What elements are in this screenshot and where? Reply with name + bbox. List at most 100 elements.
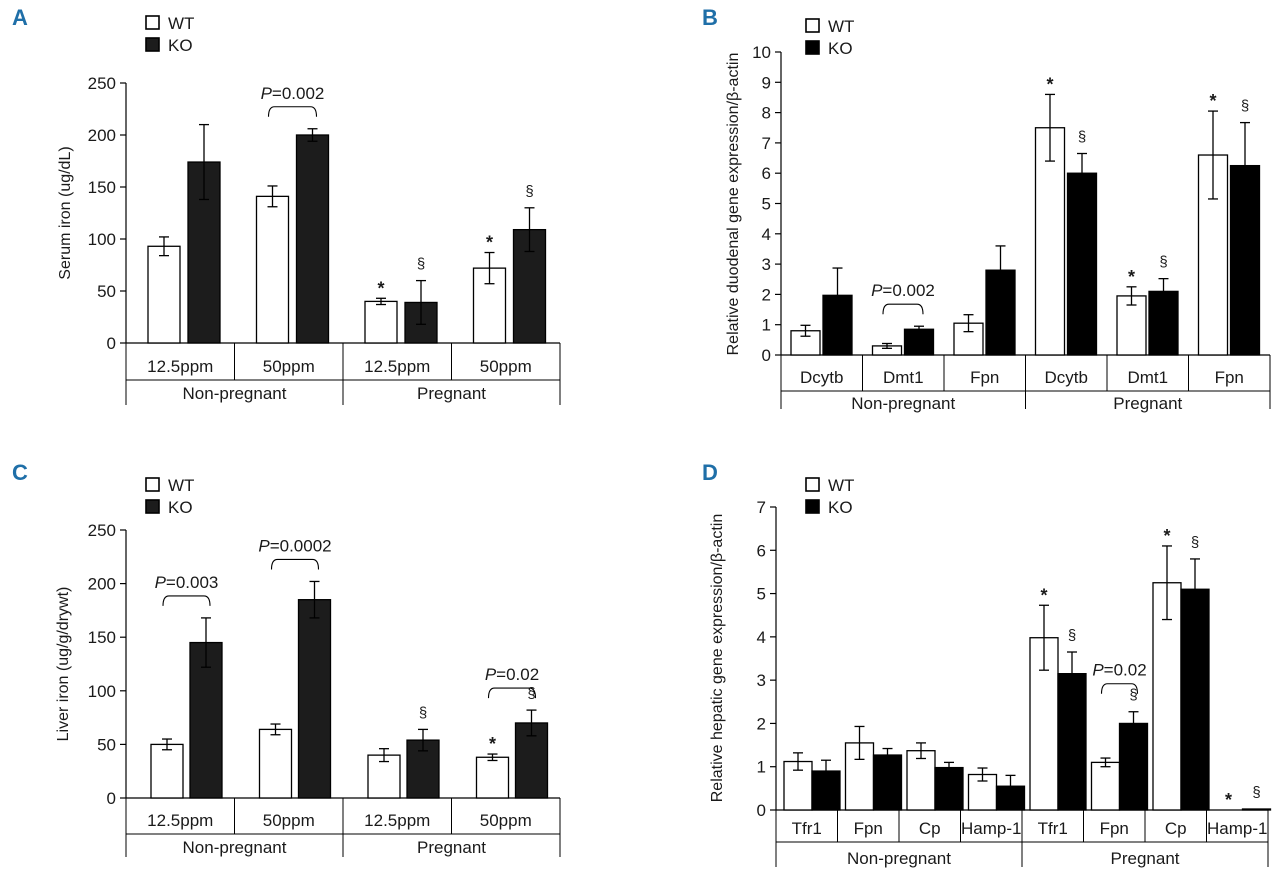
bar-ko <box>1118 722 1149 811</box>
legend-swatch-ko <box>805 40 820 55</box>
category-label: 12.5ppm <box>147 357 213 376</box>
y-tick-label: 100 <box>88 230 116 249</box>
bar-ko <box>934 766 964 811</box>
y-tick-label: 0 <box>757 801 766 820</box>
p-value-label: P=0.02 <box>1092 661 1146 680</box>
group-label: Non-pregnant <box>183 838 287 857</box>
category-label: Cp <box>1165 819 1187 838</box>
legend-label-wt: WT <box>168 476 194 495</box>
p-value-number: =0.002 <box>272 84 324 103</box>
legend-label-wt: WT <box>168 14 194 33</box>
category-label: Tfr1 <box>792 819 822 838</box>
y-axis-label: Relative duodenal gene expression/β-acti… <box>725 53 742 356</box>
significance-section: § <box>1252 784 1260 801</box>
category-label: 50ppm <box>480 811 532 830</box>
y-tick-label: 7 <box>757 498 766 517</box>
legend-swatch-ko <box>145 37 160 52</box>
y-tick-label: 250 <box>88 521 116 540</box>
significance-section: § <box>419 704 427 721</box>
bar-ko <box>189 641 223 799</box>
y-tick-label: 2 <box>757 714 766 733</box>
p-value-bracket <box>270 558 320 570</box>
p-value-label: P=0.02 <box>485 665 539 684</box>
category-label: Fpn <box>1215 368 1244 387</box>
category-label: 12.5ppm <box>364 811 430 830</box>
category-label: Cp <box>919 819 941 838</box>
p-value-bracket <box>882 303 924 315</box>
bar-wt <box>844 742 875 811</box>
significance-star: * <box>489 734 496 754</box>
p-value-number: =0.02 <box>496 665 539 684</box>
legend-swatch-wt <box>805 477 820 492</box>
panel-c: C WT KO Liver iron (ug/g/drywt) 0 50 100 150 200… <box>12 460 561 857</box>
significance-star: * <box>1163 526 1170 546</box>
y-tick-label: 50 <box>97 282 116 301</box>
significance-star: * <box>1225 790 1232 810</box>
p-value-label: P=0.003 <box>155 573 219 592</box>
panel-d: D WT KO Relative hepatic gene expression/β-… <box>702 460 1272 868</box>
legend-label-ko: KO <box>168 36 193 55</box>
y-tick-label: 4 <box>757 628 766 647</box>
group-label: Pregnant <box>1111 849 1180 868</box>
y-tick-label: 100 <box>88 682 116 701</box>
significance-star: * <box>486 233 493 253</box>
category-label: Dmt1 <box>883 368 924 387</box>
p-value-number: =0.003 <box>166 573 218 592</box>
bar-wt <box>1090 761 1121 811</box>
y-tick-label: 1 <box>757 758 766 777</box>
y-tick-label: 0 <box>107 334 116 353</box>
significance-star: * <box>1128 267 1135 287</box>
significance-section: § <box>1078 129 1086 146</box>
bar-ko <box>903 328 935 356</box>
p-value-bracket <box>267 106 318 117</box>
p-value-number: =0.0002 <box>270 536 332 555</box>
bar-ko <box>1066 172 1098 356</box>
legend-swatch-wt <box>805 18 820 33</box>
p-value-number: =0.02 <box>1104 661 1147 680</box>
bar-wt <box>150 743 184 799</box>
legend-label-ko: KO <box>168 498 193 517</box>
significance-section: § <box>1241 98 1249 115</box>
y-tick-label: 9 <box>762 73 771 92</box>
significance-section: § <box>1191 534 1199 551</box>
p-value-italic: P <box>261 84 273 103</box>
y-tick-label: 0 <box>107 789 116 808</box>
bar-wt <box>1034 127 1066 356</box>
category-label: Fpn <box>1100 819 1129 838</box>
y-axis-label: Liver iron (ug/g/drywt) <box>55 587 72 742</box>
category-label: Tfr1 <box>1038 819 1068 838</box>
category-label: Hamp-1 <box>1207 819 1267 838</box>
panel-b: B WT KO Relative duodenal gene expression/β… <box>702 5 1271 413</box>
group-label: Pregnant <box>1113 394 1182 413</box>
bar-ko <box>295 134 330 344</box>
category-label: 50ppm <box>263 357 315 376</box>
y-tick-label: 10 <box>752 43 771 62</box>
group-label: Pregnant <box>417 838 486 857</box>
y-tick-label: 4 <box>762 225 771 244</box>
y-tick-label: 5 <box>757 585 766 604</box>
y-tick-label: 7 <box>762 134 771 153</box>
bar-ko <box>1241 808 1272 811</box>
bar-ko <box>1180 588 1210 811</box>
bar-wt <box>906 750 936 811</box>
p-value-italic: P <box>258 536 270 555</box>
bar-wt <box>367 754 401 799</box>
y-tick-label: 1 <box>762 316 771 335</box>
group-label: Pregnant <box>417 384 486 403</box>
p-value-number: =0.002 <box>882 281 934 300</box>
panel-letter: B <box>702 5 718 30</box>
p-value-italic: P <box>871 281 883 300</box>
y-tick-label: 3 <box>757 671 766 690</box>
p-value-italic: P <box>155 573 167 592</box>
significance-section: § <box>527 685 535 702</box>
p-value-label: P=0.002 <box>261 84 325 103</box>
legend-label-wt: WT <box>828 17 854 36</box>
legend-label-wt: WT <box>828 476 854 495</box>
y-tick-label: 2 <box>762 285 771 304</box>
bar-wt <box>258 728 293 799</box>
panel-letter: C <box>12 460 28 485</box>
y-tick-label: 0 <box>762 346 771 365</box>
bar-wt <box>1116 295 1147 356</box>
y-axis-label: Serum iron (ug/dL) <box>57 146 74 279</box>
